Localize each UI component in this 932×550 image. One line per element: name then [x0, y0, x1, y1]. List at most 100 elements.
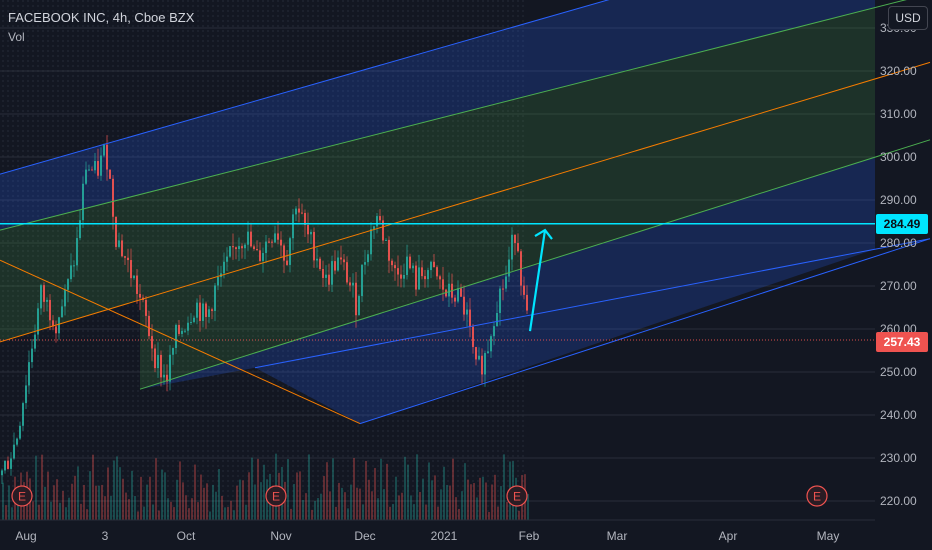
candle: [511, 234, 513, 260]
volume-bar: [125, 492, 127, 520]
candle: [385, 239, 387, 241]
candle: [403, 274, 405, 279]
price-tick-label: 250.00: [880, 365, 917, 379]
candle: [304, 213, 306, 225]
candle: [262, 253, 264, 261]
candle: [25, 385, 27, 404]
volume-bar: [446, 485, 448, 520]
candle: [121, 240, 123, 257]
symbol-title[interactable]: FACEBOOK INC, 4h, Cboe BZX: [8, 10, 195, 25]
candle: [43, 285, 45, 302]
candle: [316, 258, 318, 261]
volume-bar: [245, 504, 247, 520]
time-tick-label: Apr: [719, 529, 738, 543]
volume-bar: [425, 504, 427, 520]
candle: [238, 246, 240, 250]
volume-bar: [434, 475, 436, 520]
candle: [352, 282, 354, 286]
candle: [331, 261, 333, 285]
volume-bar: [293, 483, 295, 520]
candle: [106, 144, 108, 170]
candle: [118, 240, 120, 247]
volume-bar: [308, 454, 310, 520]
candle: [379, 216, 381, 221]
candle: [337, 257, 339, 271]
candle: [154, 348, 156, 369]
candle: [481, 355, 483, 375]
volume-bar: [155, 458, 157, 520]
outer-lower-line: [254, 238, 931, 369]
candle: [88, 169, 90, 171]
volume-bar: [119, 467, 121, 520]
candle: [514, 234, 516, 244]
volume-bar: [500, 486, 502, 520]
volume-bar: [371, 491, 373, 520]
candle: [295, 208, 297, 215]
volume-bar: [395, 476, 397, 520]
volume-bar: [221, 495, 223, 520]
earnings-marker-circle: [806, 485, 828, 507]
volume-bar: [290, 508, 292, 520]
volume-bar: [344, 492, 346, 520]
volume-bar: [188, 508, 190, 520]
volume-bar: [464, 463, 466, 520]
volume-bar: [311, 509, 313, 520]
volume-bar: [212, 484, 214, 520]
volume-bar: [488, 511, 490, 520]
volume-bar: [518, 510, 520, 520]
candle: [406, 256, 408, 275]
projection-arrow[interactable]: [528, 228, 553, 332]
candle: [70, 265, 72, 280]
candle: [169, 354, 171, 382]
volume-bar: [317, 498, 319, 520]
price-tick-label: 220.00: [880, 494, 917, 508]
volume-bar: [452, 458, 454, 520]
candle: [508, 259, 510, 277]
volume-bar: [347, 508, 349, 520]
candle: [223, 261, 225, 274]
volume-bar: [383, 489, 385, 520]
time-tick-label: Dec: [354, 529, 375, 543]
volume-bar: [104, 496, 106, 520]
volume-bar: [200, 474, 202, 520]
volume-bar: [110, 495, 112, 520]
volume-bar: [416, 454, 418, 520]
candle: [58, 317, 60, 334]
candle: [361, 264, 363, 297]
volume-bar: [80, 503, 82, 520]
volume-bar: [413, 504, 415, 520]
candle: [226, 256, 228, 262]
volume-bar: [527, 494, 529, 520]
candle: [247, 231, 249, 245]
time-tick-label: Nov: [270, 529, 291, 543]
volume-bar: [134, 495, 136, 520]
pitchfork-lines[interactable]: [0, 0, 931, 425]
candle: [298, 208, 300, 213]
earnings-marker: E: [265, 485, 287, 507]
candle: [310, 231, 312, 235]
candle: [349, 282, 351, 286]
inner-lower-line: [139, 139, 931, 390]
time-axis[interactable]: Aug 3 Oct Nov Dec 2021 Feb Mar Apr May: [0, 519, 875, 543]
volume-bar: [170, 501, 172, 520]
candle: [289, 238, 291, 265]
volume-bar: [77, 466, 79, 520]
earnings-marker: E: [11, 485, 33, 507]
candle: [358, 296, 360, 316]
median-line: [0, 61, 931, 343]
volume-bar: [257, 458, 259, 520]
volume-bar: [491, 484, 493, 520]
candle: [208, 309, 210, 317]
candle: [334, 261, 336, 271]
candle: [67, 279, 69, 290]
volume-indicator-label[interactable]: Vol: [8, 30, 25, 44]
volume-bar: [485, 482, 487, 520]
earnings-marker-circle: [506, 485, 528, 507]
volume-bar: [362, 504, 364, 520]
currency-button[interactable]: USD: [888, 6, 928, 30]
volume-bar: [8, 485, 10, 520]
candle: [241, 246, 243, 249]
candle: [181, 330, 183, 334]
